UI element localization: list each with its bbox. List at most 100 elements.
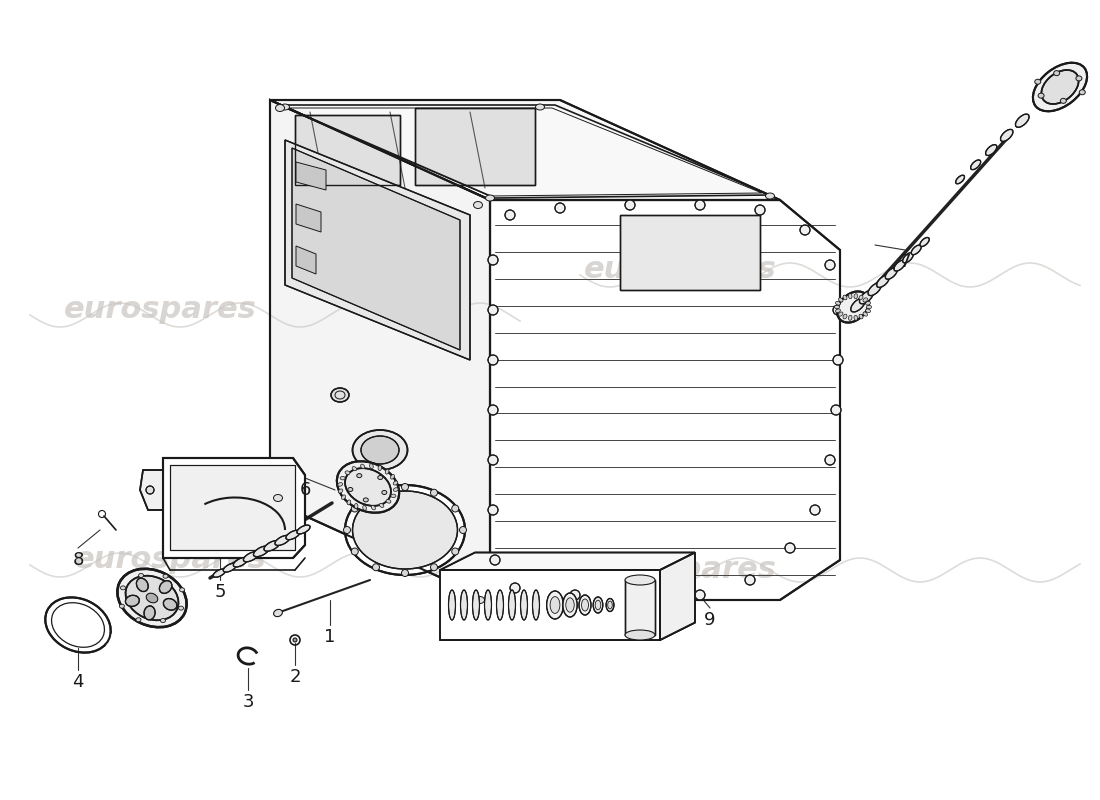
Ellipse shape xyxy=(695,590,705,600)
Ellipse shape xyxy=(120,604,124,608)
Ellipse shape xyxy=(607,601,613,609)
Ellipse shape xyxy=(394,488,398,491)
Ellipse shape xyxy=(635,593,645,603)
Ellipse shape xyxy=(838,298,843,302)
Ellipse shape xyxy=(297,525,310,534)
Ellipse shape xyxy=(848,294,852,298)
Ellipse shape xyxy=(373,490,380,496)
Ellipse shape xyxy=(286,530,300,540)
Ellipse shape xyxy=(430,490,438,496)
Ellipse shape xyxy=(986,145,997,155)
Ellipse shape xyxy=(136,578,149,591)
Ellipse shape xyxy=(341,495,345,499)
Ellipse shape xyxy=(625,630,654,640)
Bar xyxy=(625,580,654,635)
Ellipse shape xyxy=(485,195,495,201)
Polygon shape xyxy=(296,246,316,274)
Ellipse shape xyxy=(766,193,774,199)
Ellipse shape xyxy=(886,268,898,279)
Text: 5: 5 xyxy=(214,583,225,601)
Ellipse shape xyxy=(125,576,178,620)
Ellipse shape xyxy=(452,548,459,555)
Ellipse shape xyxy=(223,563,236,572)
Ellipse shape xyxy=(510,583,520,593)
Polygon shape xyxy=(163,458,305,558)
Ellipse shape xyxy=(139,574,144,578)
Polygon shape xyxy=(270,100,780,200)
Ellipse shape xyxy=(911,245,922,254)
Ellipse shape xyxy=(833,355,843,365)
Text: 8: 8 xyxy=(73,551,84,569)
Ellipse shape xyxy=(144,606,155,620)
Ellipse shape xyxy=(745,575,755,585)
Ellipse shape xyxy=(903,253,913,263)
Ellipse shape xyxy=(496,590,504,620)
Polygon shape xyxy=(296,204,321,232)
Polygon shape xyxy=(140,470,163,510)
Ellipse shape xyxy=(859,290,873,304)
Ellipse shape xyxy=(859,295,864,300)
Ellipse shape xyxy=(402,483,408,490)
Ellipse shape xyxy=(264,541,279,551)
Ellipse shape xyxy=(547,591,563,619)
Ellipse shape xyxy=(1076,76,1082,81)
Ellipse shape xyxy=(348,487,353,491)
Ellipse shape xyxy=(338,489,343,493)
Ellipse shape xyxy=(695,200,705,210)
Ellipse shape xyxy=(625,200,635,210)
Text: eurospares: eurospares xyxy=(64,295,256,325)
Ellipse shape xyxy=(854,315,858,320)
Ellipse shape xyxy=(430,564,438,570)
Ellipse shape xyxy=(274,610,283,617)
Ellipse shape xyxy=(755,205,764,215)
Ellipse shape xyxy=(570,590,580,600)
Ellipse shape xyxy=(536,104,544,110)
Ellipse shape xyxy=(402,570,408,577)
Ellipse shape xyxy=(868,283,881,296)
Text: 7: 7 xyxy=(900,253,911,271)
Ellipse shape xyxy=(848,315,852,320)
Ellipse shape xyxy=(556,203,565,213)
Ellipse shape xyxy=(473,202,483,209)
Ellipse shape xyxy=(488,455,498,465)
Ellipse shape xyxy=(825,260,835,270)
Ellipse shape xyxy=(1001,130,1013,142)
Ellipse shape xyxy=(293,638,297,642)
Ellipse shape xyxy=(146,486,154,494)
Ellipse shape xyxy=(956,175,965,184)
Ellipse shape xyxy=(785,543,795,553)
Text: 6: 6 xyxy=(299,481,310,499)
Ellipse shape xyxy=(867,306,871,309)
Ellipse shape xyxy=(1060,98,1066,103)
Ellipse shape xyxy=(563,593,578,617)
Ellipse shape xyxy=(163,574,168,578)
Ellipse shape xyxy=(348,500,351,505)
Ellipse shape xyxy=(164,598,177,610)
Ellipse shape xyxy=(550,597,560,614)
Ellipse shape xyxy=(178,606,184,610)
Ellipse shape xyxy=(233,558,248,567)
Ellipse shape xyxy=(606,598,614,611)
Text: 9: 9 xyxy=(704,611,716,629)
Polygon shape xyxy=(440,553,695,570)
Ellipse shape xyxy=(800,225,810,235)
Ellipse shape xyxy=(161,618,165,622)
Ellipse shape xyxy=(379,503,384,507)
Ellipse shape xyxy=(121,586,125,590)
Text: 1: 1 xyxy=(324,628,336,646)
Ellipse shape xyxy=(866,309,870,313)
Ellipse shape xyxy=(386,499,390,503)
Ellipse shape xyxy=(361,436,399,464)
Ellipse shape xyxy=(390,474,395,479)
Ellipse shape xyxy=(352,491,458,569)
Text: eurospares: eurospares xyxy=(584,255,777,285)
Ellipse shape xyxy=(146,593,157,603)
Ellipse shape xyxy=(488,505,498,515)
Ellipse shape xyxy=(593,597,603,613)
Ellipse shape xyxy=(473,590,480,620)
Text: eurospares: eurospares xyxy=(74,546,266,574)
Ellipse shape xyxy=(866,302,870,305)
Ellipse shape xyxy=(351,505,359,512)
Ellipse shape xyxy=(352,466,356,470)
Ellipse shape xyxy=(337,462,399,513)
